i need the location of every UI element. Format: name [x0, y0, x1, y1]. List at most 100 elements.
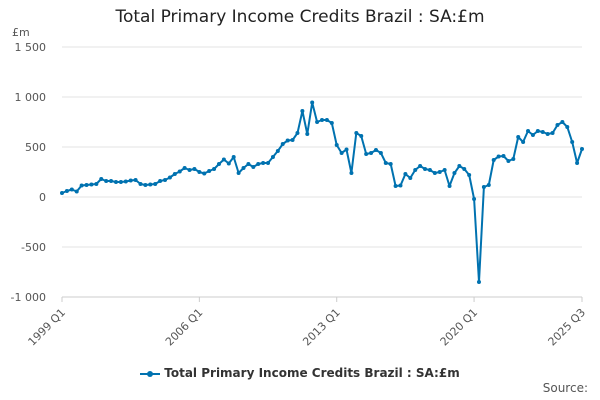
data-point[interactable] [565, 125, 570, 129]
data-point[interactable] [506, 159, 511, 163]
data-point[interactable] [369, 151, 374, 155]
data-point[interactable] [280, 142, 285, 146]
data-point[interactable] [354, 131, 359, 135]
data-point[interactable] [143, 183, 148, 187]
data-point[interactable] [457, 164, 462, 168]
data-point[interactable] [383, 161, 388, 165]
data-point[interactable] [437, 170, 442, 174]
data-point[interactable] [94, 182, 99, 186]
data-point[interactable] [128, 178, 133, 183]
data-point[interactable] [202, 171, 207, 176]
data-point[interactable] [99, 177, 104, 181]
data-point[interactable] [540, 130, 545, 134]
data-point[interactable] [266, 161, 271, 165]
data-point[interactable] [447, 184, 452, 188]
data-point[interactable] [472, 197, 477, 201]
data-point[interactable] [491, 158, 496, 162]
data-point[interactable] [344, 147, 349, 152]
data-point[interactable] [64, 189, 69, 193]
data-point[interactable] [560, 120, 565, 124]
data-point[interactable] [290, 138, 295, 142]
data-point[interactable] [408, 176, 413, 180]
data-point[interactable] [192, 167, 197, 171]
data-point[interactable] [516, 135, 521, 139]
data-point[interactable] [320, 118, 324, 122]
data-point[interactable] [212, 167, 217, 171]
data-point[interactable] [521, 140, 526, 144]
data-point[interactable] [197, 170, 202, 174]
data-point[interactable] [555, 123, 560, 127]
data-point[interactable] [256, 162, 261, 166]
data-point[interactable] [324, 118, 329, 122]
data-point[interactable] [364, 152, 369, 156]
data-point[interactable] [530, 133, 535, 137]
data-point[interactable] [511, 157, 516, 161]
data-point[interactable] [427, 168, 432, 172]
data-point[interactable] [452, 171, 457, 175]
data-point[interactable] [148, 182, 153, 187]
data-point[interactable] [393, 184, 398, 188]
data-point[interactable] [172, 172, 177, 176]
data-point[interactable] [373, 148, 378, 152]
data-point[interactable] [476, 280, 481, 284]
data-point[interactable] [163, 178, 168, 182]
data-point[interactable] [118, 180, 123, 184]
data-point[interactable] [575, 161, 580, 165]
data-point[interactable] [123, 179, 128, 184]
data-point[interactable] [109, 179, 114, 183]
data-point[interactable] [153, 182, 158, 186]
data-point[interactable] [69, 187, 74, 192]
data-point[interactable] [113, 180, 118, 184]
data-point[interactable] [496, 154, 501, 159]
data-point[interactable] [285, 138, 290, 143]
data-point[interactable] [418, 164, 423, 168]
data-point[interactable] [481, 185, 486, 189]
data-point[interactable] [501, 154, 506, 158]
data-point[interactable] [329, 121, 334, 125]
data-point[interactable] [275, 149, 280, 153]
data-point[interactable] [570, 140, 575, 144]
data-point[interactable] [413, 168, 418, 172]
data-point[interactable] [270, 155, 275, 159]
data-point[interactable] [423, 167, 428, 171]
data-point[interactable] [89, 182, 94, 187]
data-point[interactable] [550, 131, 555, 135]
data-point[interactable] [251, 165, 256, 169]
data-point[interactable] [182, 166, 187, 170]
data-point[interactable] [177, 169, 182, 174]
data-point[interactable] [84, 183, 89, 187]
data-point[interactable] [138, 182, 143, 186]
data-point[interactable] [216, 162, 221, 166]
data-point[interactable] [526, 129, 531, 133]
data-point[interactable] [261, 161, 266, 165]
data-point[interactable] [79, 183, 84, 188]
data-point[interactable] [339, 151, 344, 155]
data-point[interactable] [60, 191, 64, 195]
data-point[interactable] [349, 171, 354, 175]
data-point[interactable] [236, 171, 241, 175]
data-point[interactable] [231, 155, 236, 159]
data-point[interactable] [398, 183, 403, 188]
data-point[interactable] [545, 132, 550, 136]
data-point[interactable] [535, 129, 540, 133]
data-point[interactable] [486, 183, 491, 187]
data-point[interactable] [300, 109, 305, 113]
data-point[interactable] [334, 143, 339, 147]
data-point[interactable] [580, 147, 584, 151]
data-point[interactable] [207, 169, 212, 173]
data-point[interactable] [305, 132, 310, 136]
data-point[interactable] [221, 157, 226, 162]
data-point[interactable] [432, 171, 437, 175]
data-point[interactable] [246, 162, 251, 166]
data-point[interactable] [359, 134, 364, 138]
data-point[interactable] [462, 167, 467, 171]
data-point[interactable] [403, 172, 408, 176]
data-point[interactable] [167, 175, 172, 180]
data-point[interactable] [388, 162, 393, 166]
data-point[interactable] [315, 120, 320, 124]
data-point[interactable] [226, 161, 231, 166]
data-point[interactable] [467, 173, 472, 177]
data-point[interactable] [187, 168, 192, 172]
data-point[interactable] [104, 179, 109, 183]
data-point[interactable] [158, 179, 163, 183]
